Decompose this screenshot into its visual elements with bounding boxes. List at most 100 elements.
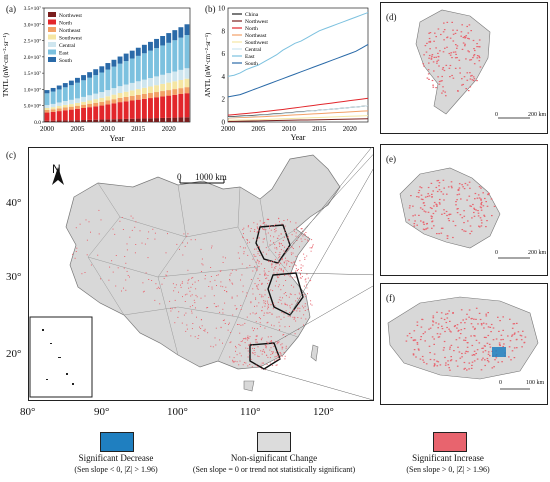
increase-pixel <box>280 353 282 355</box>
increase-pixel <box>469 78 472 80</box>
bar-central-2017 <box>148 78 153 87</box>
increase-pixel <box>470 335 472 337</box>
increase-pixel <box>422 228 425 230</box>
increase-pixel <box>412 354 415 356</box>
increase-pixel <box>273 269 275 271</box>
increase-pixel <box>441 328 444 330</box>
increase-pixel <box>293 309 295 311</box>
increase-pixel <box>463 230 465 232</box>
panel-b-label: (b) <box>205 4 216 14</box>
increase-pixel <box>283 313 285 315</box>
increase-pixel <box>300 267 302 269</box>
increase-pixel <box>441 92 443 94</box>
increase-pixel <box>299 273 301 274</box>
increase-pixel <box>449 37 452 39</box>
increase-pixel <box>432 84 434 86</box>
lon-tick-90: 90° <box>94 406 110 418</box>
increase-pixel <box>451 74 453 77</box>
panel-f-label: (f) <box>386 293 395 303</box>
bar-north-2008 <box>93 106 99 120</box>
increase-pixel <box>473 360 476 362</box>
increase-pixel <box>276 364 278 366</box>
bar-south-2010 <box>105 63 111 70</box>
bar-central-2003 <box>62 100 68 105</box>
bar-south-2001 <box>50 87 56 92</box>
bar-northeast-2021 <box>172 89 178 95</box>
increase-pixel <box>260 263 262 265</box>
increase-pixel <box>497 361 500 363</box>
increase-pixel <box>285 232 286 234</box>
scale-zero: 0 <box>177 172 182 182</box>
increase-pixel <box>257 284 259 286</box>
increase-pixel <box>452 77 455 79</box>
increase-pixel <box>455 53 457 55</box>
increase-pixel <box>144 243 146 245</box>
bar-north-2002 <box>56 111 62 121</box>
increase-pixel <box>186 293 188 295</box>
increase-pixel <box>238 343 240 345</box>
increase-pixel <box>215 306 217 308</box>
increase-pixel <box>189 306 191 308</box>
increase-pixel <box>271 343 273 345</box>
increase-pixel <box>290 284 292 286</box>
increase-pixel <box>249 241 251 243</box>
increase-pixel <box>273 242 274 244</box>
bar-east-2004 <box>68 85 74 100</box>
increase-pixel <box>487 353 490 355</box>
increase-pixel <box>278 284 280 286</box>
increase-pixel <box>302 265 304 267</box>
increase-pixel <box>242 236 243 238</box>
increase-pixel <box>268 261 270 263</box>
increase-pixel <box>264 327 266 329</box>
increase-pixel <box>449 213 452 215</box>
increase-pixel <box>305 296 307 298</box>
bar-south-2008 <box>93 69 99 76</box>
increase-pixel <box>486 205 489 207</box>
increase-pixel <box>173 290 175 292</box>
increase-pixel <box>284 274 286 276</box>
increase-pixel <box>289 316 291 318</box>
increase-pixel <box>419 207 422 209</box>
increase-pixel <box>191 328 193 330</box>
increase-pixel <box>245 337 247 339</box>
increase-pixel <box>272 365 274 366</box>
increase-pixel <box>280 262 282 264</box>
increase-pixel <box>462 319 464 321</box>
increase-pixel <box>303 324 304 326</box>
increase-pixel <box>220 326 222 328</box>
increase-pixel <box>477 323 479 325</box>
increase-pixel <box>275 251 277 253</box>
increase-pixel <box>498 330 500 332</box>
increase-pixel <box>490 323 493 326</box>
increase-pixel <box>243 253 245 255</box>
increase-pixel <box>188 287 190 289</box>
increase-pixel <box>243 247 245 249</box>
increase-pixel <box>195 288 197 290</box>
increase-pixel <box>220 281 222 283</box>
increase-pixel <box>299 277 301 279</box>
increase-pixel <box>419 186 421 188</box>
bar-east-2003 <box>62 87 68 101</box>
b-ylabel: ANTL (nW·cm⁻²·sr⁻¹) <box>204 32 212 97</box>
a-ytick-label: 0.0 <box>34 120 41 126</box>
increase-pixel <box>275 230 277 232</box>
bar-southwest-2001 <box>50 107 56 110</box>
bar-northwest-2014 <box>129 118 135 122</box>
increase-pixel <box>111 260 113 262</box>
increase-pixel <box>480 201 483 203</box>
increase-pixel <box>186 328 188 330</box>
increase-pixel <box>502 316 504 318</box>
increase-pixel <box>475 352 477 355</box>
bar-east-2021 <box>172 40 178 72</box>
increase-pixel <box>254 229 256 231</box>
increase-pixel <box>166 271 168 273</box>
increase-pixel <box>112 228 114 230</box>
increase-pixel <box>281 355 283 357</box>
a-legend-label: East <box>59 50 69 56</box>
increase-pixel <box>255 335 257 337</box>
increase-pixel <box>474 198 476 200</box>
increase-pixel <box>222 286 224 288</box>
increase-pixel <box>270 347 272 349</box>
increase-pixel <box>172 283 174 285</box>
increase-pixel <box>115 255 117 256</box>
